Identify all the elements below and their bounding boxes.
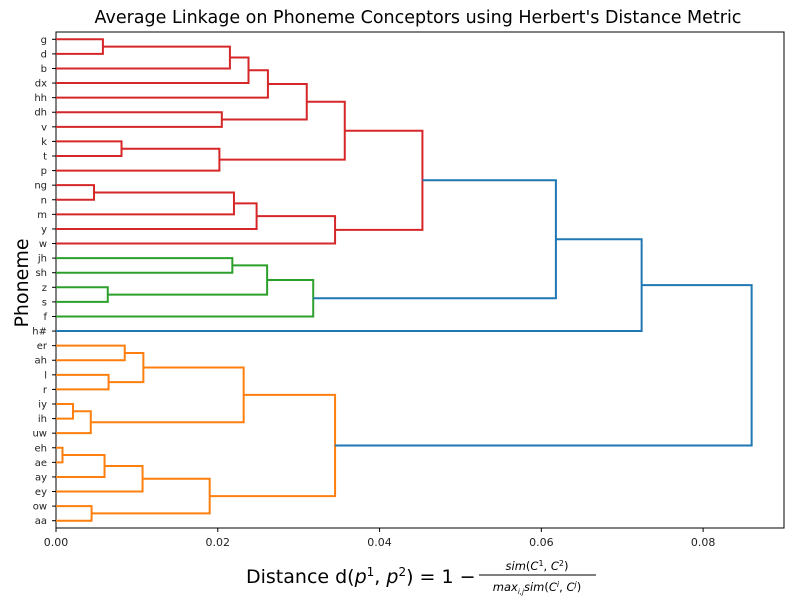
link-c19 xyxy=(313,179,557,300)
leaf-label-d: d xyxy=(41,49,47,60)
link-c12 xyxy=(56,202,258,230)
link-c31 xyxy=(91,477,211,515)
leaf-label-p: p xyxy=(41,166,47,177)
link-c28 xyxy=(56,454,106,478)
link-c26 xyxy=(90,366,245,424)
link-c25 xyxy=(56,410,92,435)
link-c16 xyxy=(56,286,109,303)
leaf-label-sh: sh xyxy=(35,268,47,279)
link-c14 xyxy=(335,129,424,231)
svg-text:sim(C1, C2): sim(C1, C2) xyxy=(506,559,569,573)
leaf-label-k: k xyxy=(41,137,47,148)
leaf-label-ih: ih xyxy=(38,414,47,425)
leaf-label-ay: ay xyxy=(35,472,47,483)
plot-area xyxy=(55,31,785,529)
link-c33 xyxy=(335,284,753,447)
link-c10 xyxy=(56,184,96,201)
leaf-label-er: er xyxy=(37,341,48,352)
chart-title: Average Linkage on Phoneme Conceptors us… xyxy=(95,8,742,28)
leaf-label-g: g xyxy=(41,35,47,46)
x-tick-label: 0.06 xyxy=(529,536,554,549)
link-c30 xyxy=(56,505,93,522)
link-c21 xyxy=(56,344,126,362)
leaf-label-dh: dh xyxy=(34,108,47,119)
leaf-label-z: z xyxy=(42,283,47,294)
leaf-label-iy: iy xyxy=(38,400,47,411)
leaf-label-h#: h# xyxy=(32,327,47,338)
link-c17 xyxy=(107,264,269,296)
svg-text:maxi,jsim(Ci, Cj): maxi,jsim(Ci, Cj) xyxy=(493,580,581,596)
y-axis-label: Phoneme xyxy=(11,238,33,327)
leaf-label-hh: hh xyxy=(34,93,47,104)
leaf-label-b: b xyxy=(41,64,47,75)
leaf-label-m: m xyxy=(37,210,47,221)
leaf-label-eh: eh xyxy=(35,443,48,454)
link-c3 xyxy=(56,56,250,85)
link-c5 xyxy=(56,111,223,128)
link-c22 xyxy=(56,373,110,391)
link-c1 xyxy=(56,38,104,55)
leaf-label-w: w xyxy=(39,239,47,250)
link-c23 xyxy=(108,351,145,384)
leaf-label-y: y xyxy=(41,224,47,235)
leaf-label-n: n xyxy=(41,195,47,206)
link-c6 xyxy=(221,82,308,121)
link-c11 xyxy=(56,191,235,216)
leaf-label-ae: ae xyxy=(35,458,47,469)
leaf-label-r: r xyxy=(43,385,48,396)
x-axis-ticks: 0.00 0.02 0.04 0.06 0.08 xyxy=(44,528,716,549)
leaf-label-ow: ow xyxy=(33,502,47,513)
leaf-label-t: t xyxy=(43,152,47,163)
link-c9 xyxy=(219,100,346,161)
leaf-label-ey: ey xyxy=(35,487,47,498)
leaf-label-s: s xyxy=(42,297,47,308)
link-c32 xyxy=(209,393,337,498)
leaf-label-jh: jh xyxy=(37,254,47,265)
x-axis-label: Distance d(p1, p2) = 1 − sim(C1, C2) max… xyxy=(246,559,596,596)
link-c8 xyxy=(56,147,221,172)
link-c24 xyxy=(56,403,74,420)
link-c7 xyxy=(56,140,123,157)
x-tick-label: 0.04 xyxy=(367,536,392,549)
leaf-label-aa: aa xyxy=(35,516,47,527)
svg-text:Distance d(p1, p2) = 1 −: Distance d(p1, p2) = 1 − xyxy=(246,565,476,588)
leaf-label-f: f xyxy=(43,312,47,323)
link-c15 xyxy=(56,257,234,274)
link-c18 xyxy=(56,279,315,318)
x-tick-label: 0.00 xyxy=(44,536,69,549)
dendrogram-links xyxy=(56,38,753,522)
link-c2 xyxy=(56,45,231,70)
x-tick-label: 0.08 xyxy=(691,536,716,549)
link-c27 xyxy=(56,446,64,464)
link-c29 xyxy=(56,465,144,493)
leaf-label-dx: dx xyxy=(35,79,47,90)
leaf-label-l: l xyxy=(44,370,47,381)
leaf-label-ah: ah xyxy=(35,356,47,367)
leaf-label-ng: ng xyxy=(34,181,47,192)
leaf-label-v: v xyxy=(41,122,47,133)
leaf-label-uw: uw xyxy=(32,429,47,440)
x-tick-label: 0.02 xyxy=(206,536,231,549)
